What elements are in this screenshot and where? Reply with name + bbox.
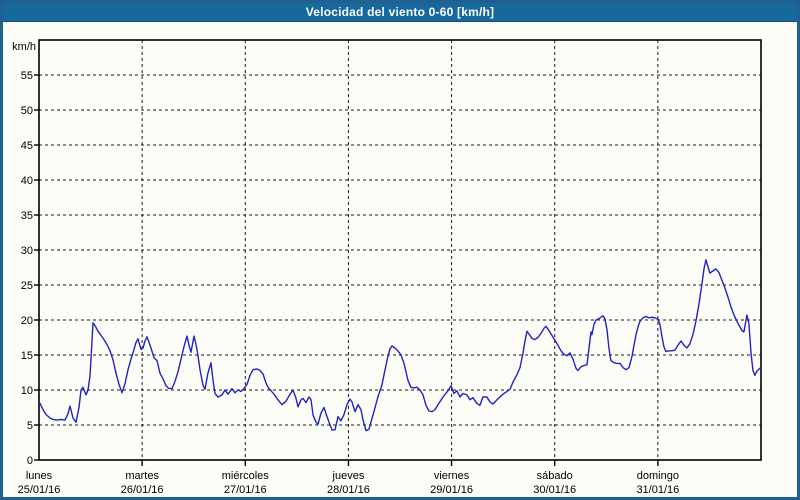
axis-ticks	[34, 74, 659, 466]
y-tick-label: 55	[21, 70, 33, 82]
y-tick-label: 20	[21, 315, 33, 327]
x-day-date-label: 25/01/16	[18, 484, 61, 496]
x-axis-labels: lunes 25/01/16 martes 26/01/16 miércoles 27/0…	[18, 470, 680, 496]
x-day-name-label: domingo	[637, 470, 679, 482]
wind-speed-line	[39, 259, 761, 432]
x-day-date-label: 26/01/16	[121, 484, 164, 496]
y-axis-unit-label: km/h	[12, 41, 36, 53]
x-day-name-label: miércoles	[222, 470, 270, 482]
y-tick-label: 50	[21, 105, 33, 117]
x-day-name-label: sábado	[537, 470, 573, 482]
x-day-date-label: 29/01/16	[430, 484, 473, 496]
x-day-name-label: martes	[125, 470, 159, 482]
window-title: Velocidad del viento 0-60 [km/h]	[305, 5, 495, 19]
x-day-name-label: viernes	[434, 470, 470, 482]
data-series	[39, 259, 761, 432]
y-tick-label: 40	[21, 175, 33, 187]
y-tick-label: 15	[21, 350, 33, 362]
window-title-bar: Velocidad del viento 0-60 [km/h]	[3, 3, 797, 22]
gridlines	[39, 40, 761, 460]
y-tick-label: 30	[21, 245, 33, 257]
x-day-date-label: 31/01/16	[636, 484, 679, 496]
y-axis-labels: 0 5 10 15 20 25 30 35 40 45 50 55	[21, 70, 33, 467]
x-day-date-label: 30/01/16	[533, 484, 576, 496]
y-tick-label: 10	[21, 385, 33, 397]
x-day-date-label: 28/01/16	[327, 484, 370, 496]
y-tick-label: 0	[27, 455, 33, 467]
y-tick-label: 25	[21, 280, 33, 292]
x-day-name-label: lunes	[26, 470, 53, 482]
y-tick-label: 35	[21, 210, 33, 222]
y-tick-label: 5	[27, 420, 33, 432]
x-day-date-label: 27/01/16	[224, 484, 267, 496]
wind-speed-chart: 0 5 10 15 20 25 30 35 40 45 50 55 lunes 25/01/16 mart…	[12, 39, 762, 496]
y-tick-label: 45	[21, 140, 33, 152]
x-day-name-label: jueves	[332, 470, 365, 482]
